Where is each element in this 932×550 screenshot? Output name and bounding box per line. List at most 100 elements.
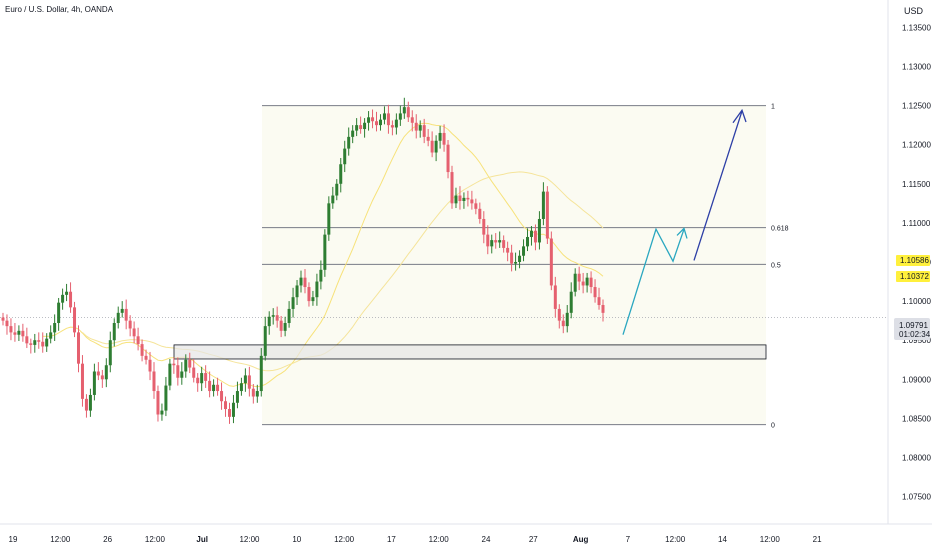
candle-body[interactable] [474, 203, 478, 209]
currency-label[interactable]: USD [904, 6, 924, 16]
candle-body[interactable] [5, 320, 9, 327]
candle-body[interactable] [29, 343, 33, 345]
candle-body[interactable] [486, 234, 490, 247]
candle-body[interactable] [462, 197, 466, 201]
candle-body[interactable] [287, 308, 291, 324]
candle-body[interactable] [88, 394, 92, 411]
candle-body[interactable] [49, 332, 53, 339]
candle-body[interactable] [196, 377, 200, 384]
candle-body[interactable] [41, 341, 45, 347]
candle-body[interactable] [442, 132, 446, 145]
candle-body[interactable] [247, 375, 251, 389]
candle-body[interactable] [490, 240, 494, 247]
candle-body[interactable] [275, 315, 279, 321]
candle-body[interactable] [390, 125, 394, 128]
candle-body[interactable] [367, 117, 371, 123]
candle-body[interactable] [422, 125, 426, 137]
candle-body[interactable] [466, 197, 470, 200]
candle-body[interactable] [116, 312, 120, 324]
candle-body[interactable] [569, 291, 573, 313]
candle-body[interactable] [69, 291, 73, 308]
support-zone-box[interactable] [173, 344, 767, 360]
candle-body[interactable] [418, 125, 422, 131]
candle-body[interactable] [53, 323, 57, 333]
candle-body[interactable] [450, 172, 454, 204]
candle-body[interactable] [581, 281, 585, 286]
candle-body[interactable] [184, 359, 188, 372]
candle-body[interactable] [335, 183, 339, 196]
candle-body[interactable] [239, 383, 243, 392]
candle-body[interactable] [454, 195, 458, 204]
candle-body[interactable] [402, 107, 406, 114]
candle-body[interactable] [73, 307, 77, 333]
candle-body[interactable] [565, 312, 569, 327]
candle-body[interactable] [180, 371, 184, 378]
fib-retracement[interactable]: 1 0.618 0.5 0 [262, 104, 789, 430]
candle-body[interactable] [585, 277, 589, 286]
candle-body[interactable] [168, 363, 172, 386]
candle-body[interactable] [224, 401, 228, 410]
candle-body[interactable] [589, 277, 593, 288]
candle-body[interactable] [212, 384, 216, 392]
candle-body[interactable] [382, 113, 386, 120]
candle-body[interactable] [470, 199, 474, 204]
candle-body[interactable] [557, 308, 561, 321]
candle-body[interactable] [498, 240, 502, 243]
candle-body[interactable] [355, 125, 359, 131]
candle-body[interactable] [406, 107, 410, 118]
candle-body[interactable] [478, 208, 482, 219]
candle-body[interactable] [430, 140, 434, 153]
candle-body[interactable] [561, 320, 565, 327]
candle-body[interactable] [410, 117, 414, 123]
candle-body[interactable] [255, 391, 259, 397]
candle-body[interactable] [152, 371, 156, 392]
candle-body[interactable] [17, 330, 21, 335]
candle-body[interactable] [545, 191, 549, 239]
candle-body[interactable] [227, 409, 231, 417]
candle-body[interactable] [259, 355, 263, 392]
candle-body[interactable] [502, 240, 506, 248]
candle-body[interactable] [164, 385, 168, 411]
candle-body[interactable] [597, 297, 601, 306]
candle-body[interactable] [307, 287, 311, 302]
candle-body[interactable] [541, 191, 545, 219]
candle-body[interactable] [231, 402, 235, 417]
candle-body[interactable] [311, 297, 315, 302]
candle-body[interactable] [37, 340, 41, 342]
candle-body[interactable] [371, 117, 375, 122]
candle-body[interactable] [204, 373, 208, 381]
candle-body[interactable] [295, 285, 299, 298]
candle-body[interactable] [510, 252, 514, 264]
candle-body[interactable] [299, 277, 303, 286]
candles[interactable] [1, 97, 605, 424]
candle-body[interactable] [65, 291, 69, 295]
candle-body[interactable] [279, 320, 283, 331]
candle-body[interactable] [176, 365, 180, 378]
candle-body[interactable] [148, 359, 152, 372]
candle-body[interactable] [96, 371, 100, 376]
candle-body[interactable] [108, 340, 112, 366]
candle-body[interactable] [243, 375, 247, 384]
candle-body[interactable] [33, 340, 37, 345]
time-axis[interactable]: 19 12:00 26 12:00 Jul 12:00 10 12:00 17 12:00 24 27… [0, 523, 932, 544]
projection-arrows[interactable] [622, 108, 747, 335]
candle-body[interactable] [57, 302, 61, 324]
candle-body[interactable] [359, 125, 363, 130]
candle-body[interactable] [601, 305, 605, 313]
candle-body[interactable] [482, 218, 486, 235]
candle-body[interactable] [144, 355, 148, 360]
candle-body[interactable] [526, 236, 530, 247]
candle-body[interactable] [61, 294, 65, 303]
candle-body[interactable] [251, 388, 255, 397]
candle-body[interactable] [112, 323, 116, 341]
candle-body[interactable] [327, 203, 331, 235]
candle-body[interactable] [323, 234, 327, 270]
candle-body[interactable] [21, 330, 25, 337]
candle-body[interactable] [291, 297, 295, 309]
candle-body[interactable] [514, 262, 518, 264]
candle-body[interactable] [434, 140, 438, 153]
candle-body[interactable] [553, 285, 557, 309]
candle-body[interactable] [426, 136, 430, 141]
candle-body[interactable] [331, 195, 335, 204]
candle-body[interactable] [394, 119, 398, 128]
